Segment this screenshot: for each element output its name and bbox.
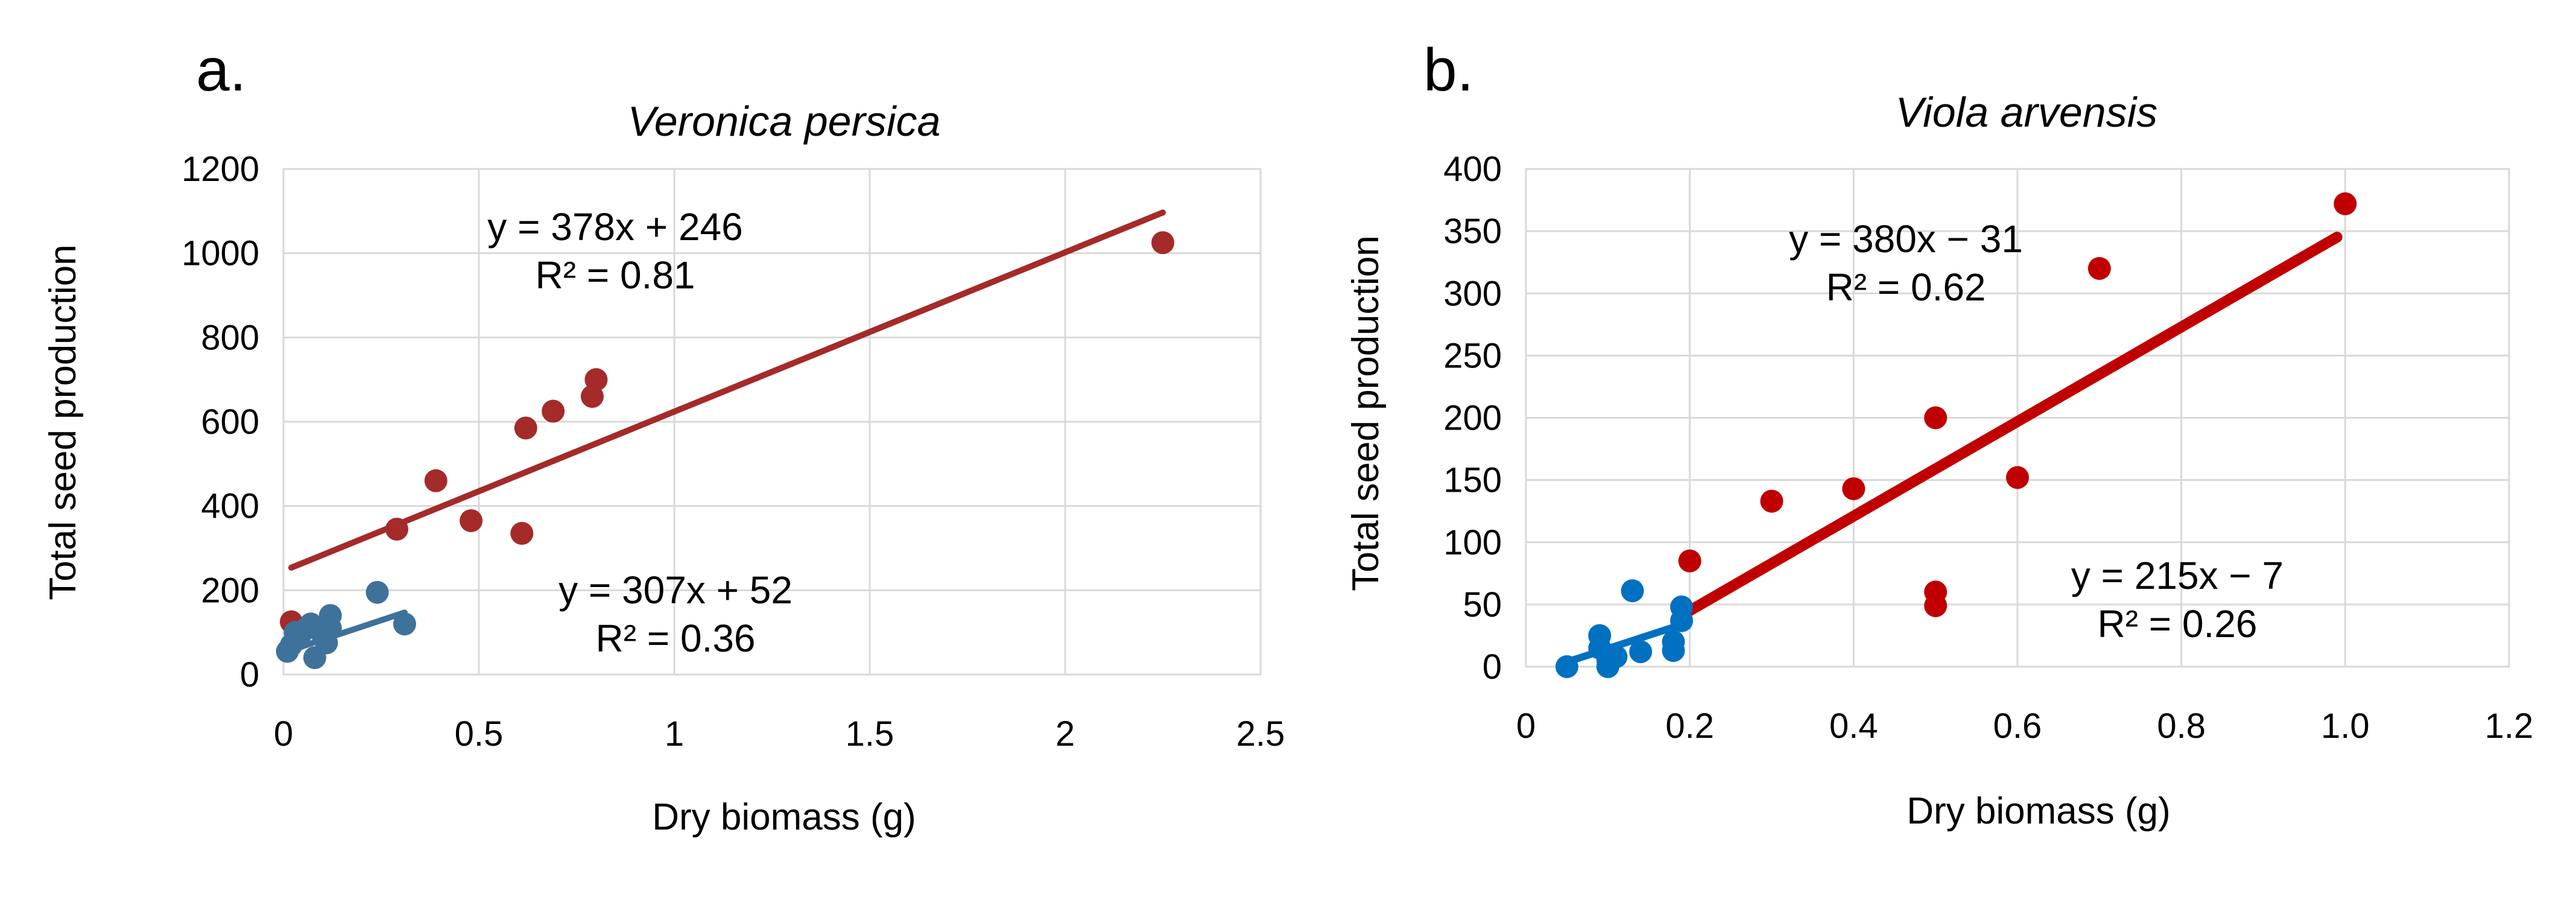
trendline-equation-large: y = 380x − 31 bbox=[1789, 217, 2023, 261]
x-tick-label: 0.4 bbox=[1829, 706, 1878, 746]
data-point-small bbox=[366, 580, 389, 604]
x-tick-label: 0.2 bbox=[1665, 706, 1714, 746]
tick-labels: 0 200 400 600 800 1000 1200 0 0.5 1 1.5 2 2.5 bbox=[182, 150, 1285, 754]
data-point-large bbox=[460, 509, 483, 533]
chart-a-svg: a. Veronica persica Total seed productio… bbox=[42, 36, 1285, 838]
data-point-large bbox=[510, 522, 534, 545]
trendline-equation-small: y = 215x − 7 bbox=[2071, 554, 2283, 597]
data-point-large bbox=[1842, 477, 1866, 501]
x-tick-label: 0.5 bbox=[455, 714, 504, 754]
y-tick-label: 400 bbox=[1443, 150, 1502, 189]
y-tick-label: 100 bbox=[1443, 523, 1502, 562]
y-tick-label: 400 bbox=[201, 487, 259, 526]
y-tick-label: 250 bbox=[1443, 336, 1502, 375]
r-squared-large: R² = 0.81 bbox=[535, 253, 695, 297]
data-point-large bbox=[1678, 549, 1701, 573]
data-point-large bbox=[2006, 466, 2029, 489]
data-point-large bbox=[424, 469, 448, 492]
x-tick-label: 0.6 bbox=[1993, 706, 2042, 746]
x-tick-label: 0 bbox=[1516, 706, 1536, 746]
plot-frame bbox=[282, 168, 1262, 676]
y-tick-label: 800 bbox=[201, 318, 259, 357]
chart-title: Viola arvensis bbox=[1896, 89, 2158, 136]
y-tick-label: 350 bbox=[1443, 212, 1502, 251]
trendline-large bbox=[288, 209, 1166, 571]
chart-panel-a: a. Veronica persica Total seed productio… bbox=[42, 36, 1285, 838]
data-point-large bbox=[542, 399, 565, 423]
y-tick-label: 0 bbox=[1483, 647, 1502, 687]
y-tick-label: 1200 bbox=[182, 150, 259, 189]
trendline-equation-large: y = 378x + 246 bbox=[487, 205, 742, 249]
data-point-large bbox=[2087, 257, 2111, 280]
y-tick-label: 200 bbox=[201, 571, 259, 610]
data-point-small bbox=[393, 612, 416, 636]
trendline-equation-small: y = 307x + 52 bbox=[559, 568, 793, 612]
x-axis-title: Dry biomass (g) bbox=[1907, 790, 2171, 832]
y-axis-title: Total seed production bbox=[1345, 235, 1387, 591]
trendline-large bbox=[1676, 232, 2343, 621]
y-tick-label: 200 bbox=[1443, 399, 1502, 438]
x-tick-label: 0.8 bbox=[2157, 706, 2206, 746]
y-tick-label: 150 bbox=[1443, 461, 1502, 500]
data-point-large bbox=[2334, 192, 2357, 215]
x-tick-label: 2.5 bbox=[1236, 714, 1285, 754]
y-tick-label: 300 bbox=[1443, 274, 1502, 313]
data-point-large bbox=[385, 518, 408, 541]
data-point-large bbox=[584, 368, 608, 392]
trendlines bbox=[1563, 232, 2343, 666]
chart-title: Veronica persica bbox=[628, 98, 941, 145]
x-tick-label: 0 bbox=[274, 714, 293, 754]
data-point-small bbox=[1670, 609, 1694, 632]
chart-b-svg: b. Viola arvensis Total seed production … bbox=[1345, 36, 2533, 832]
data-point-large bbox=[514, 416, 537, 440]
tick-labels: 0 50 100 150 200 250 300 350 400 0 0.2 0.4 0.6 0.8 1.0… bbox=[1443, 150, 2533, 746]
panel-label: a. bbox=[196, 36, 246, 104]
data-point-small bbox=[1555, 655, 1578, 678]
data-point-small bbox=[1604, 645, 1628, 668]
y-axis-title: Total seed production bbox=[42, 244, 84, 600]
r-squared-large: R² = 0.62 bbox=[1826, 265, 1986, 309]
data-point-large bbox=[1924, 594, 1948, 617]
data-point-large bbox=[1760, 489, 1783, 513]
trendline-small bbox=[1563, 621, 1686, 666]
data-point-small bbox=[1621, 579, 1644, 603]
y-tick-label: 1000 bbox=[182, 234, 259, 273]
chart-panel-b: b. Viola arvensis Total seed production … bbox=[1327, 0, 2576, 908]
data-point-small bbox=[318, 617, 342, 640]
data-point-large bbox=[1924, 406, 1948, 430]
data-points bbox=[276, 231, 1174, 670]
r-squared-small: R² = 0.26 bbox=[2097, 602, 2257, 646]
y-tick-label: 600 bbox=[201, 402, 259, 442]
y-tick-label: 50 bbox=[1463, 585, 1502, 624]
data-point-small bbox=[1662, 639, 1685, 662]
plot-frame bbox=[1525, 168, 2510, 668]
data-point-large bbox=[1151, 231, 1174, 255]
x-axis-title: Dry biomass (g) bbox=[652, 796, 916, 838]
panel-label: b. bbox=[1423, 36, 1473, 104]
x-tick-label: 1.0 bbox=[2321, 706, 2370, 746]
x-tick-label: 2 bbox=[1055, 714, 1075, 754]
y-tick-label: 0 bbox=[240, 655, 259, 694]
x-tick-label: 1.2 bbox=[2485, 706, 2534, 746]
x-tick-label: 1 bbox=[665, 714, 684, 754]
r-squared-small: R² = 0.36 bbox=[595, 617, 755, 660]
data-point-small bbox=[1629, 640, 1653, 664]
x-tick-label: 1.5 bbox=[846, 714, 894, 754]
data-points bbox=[1555, 192, 2357, 678]
